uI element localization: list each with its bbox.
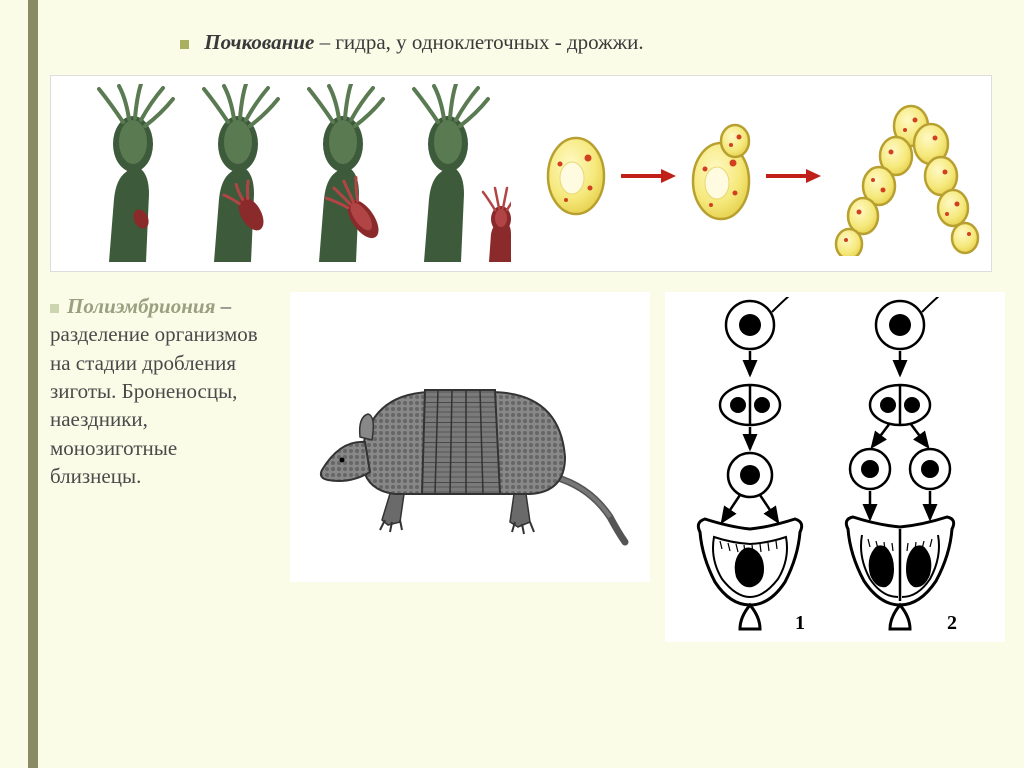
polyembryony-diagram: 1 — [665, 292, 1005, 642]
polyembryony-text: Полиэмбриония – разделение организмов на… — [50, 292, 270, 642]
hydra-budding-sequence — [61, 84, 511, 264]
budding-diagram — [50, 75, 992, 272]
heading: Почкование – гидра, у одноклеточных - др… — [180, 30, 1010, 55]
yeast-budding-sequence — [541, 96, 981, 256]
embryo-label-1: 1 — [795, 612, 805, 634]
polyembryony-row: Полиэмбриония – разделение организмов на… — [50, 292, 1010, 642]
poly-desc: – разделение организмов на стадии дробле… — [50, 294, 258, 488]
left-accent-bar — [28, 0, 38, 768]
yeast-svg — [541, 96, 981, 256]
armadillo-illustration — [290, 292, 650, 582]
embryo-label-2: 2 — [947, 612, 957, 634]
armadillo-svg — [300, 322, 640, 552]
heading-term: Почкование — [204, 30, 314, 54]
slide-content: Почкование – гидра, у одноклеточных - др… — [50, 30, 1010, 642]
heading-desc: – гидра, у одноклеточных - дрожжи. — [314, 30, 643, 54]
embryo-svg: 1 — [670, 297, 1000, 637]
poly-term: Полиэмбриония — [67, 294, 215, 318]
hydra-svg — [61, 84, 511, 264]
bullet-icon — [180, 40, 189, 49]
bullet-icon — [50, 304, 59, 313]
